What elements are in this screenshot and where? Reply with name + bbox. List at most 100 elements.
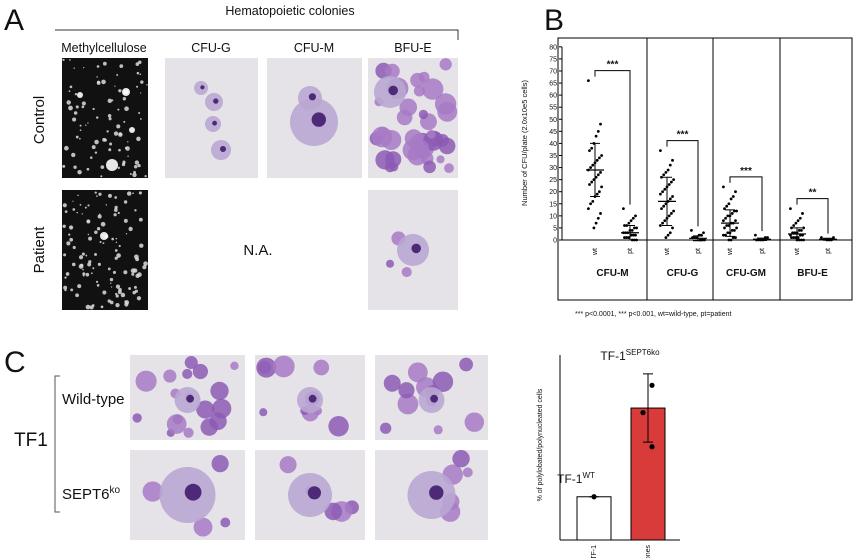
point <box>725 224 729 227</box>
cell <box>122 97 127 101</box>
cell <box>77 194 79 197</box>
cell <box>118 132 123 137</box>
point <box>796 219 800 223</box>
cell <box>114 249 118 252</box>
cell <box>94 230 98 234</box>
cell <box>97 262 101 266</box>
cell <box>139 243 144 248</box>
point <box>734 236 737 239</box>
cell <box>120 292 126 298</box>
cell <box>464 412 485 432</box>
cell <box>423 160 436 174</box>
cell <box>82 274 85 277</box>
cell <box>117 211 120 215</box>
x-tick-label: clones <box>645 545 652 558</box>
cell <box>75 293 79 298</box>
cell <box>125 146 130 151</box>
point <box>660 175 663 179</box>
significance-bracket <box>594 70 631 205</box>
point <box>623 224 626 227</box>
cell <box>79 129 82 131</box>
point <box>661 190 664 194</box>
cell <box>92 107 95 111</box>
cell <box>128 287 132 290</box>
nucleus <box>213 98 219 104</box>
cell <box>92 267 95 270</box>
cell <box>113 131 119 136</box>
point <box>671 226 674 230</box>
cell <box>119 64 124 69</box>
point <box>594 221 598 225</box>
cell <box>166 414 187 434</box>
annotation-sup: WT <box>582 471 595 480</box>
cell <box>96 81 101 85</box>
cell <box>101 79 106 85</box>
column-header: BFU-E <box>394 41 432 55</box>
cell <box>102 290 107 295</box>
nucleus <box>186 394 195 403</box>
cell <box>77 92 83 98</box>
cell <box>106 159 118 171</box>
point <box>663 187 667 191</box>
row-label-base: SEPT6 <box>62 486 110 503</box>
point <box>725 204 729 208</box>
point <box>667 183 671 186</box>
cell <box>81 101 86 106</box>
significance-bracket <box>729 176 763 232</box>
point <box>634 233 637 237</box>
cell <box>129 172 132 175</box>
cell <box>108 148 112 152</box>
x-tick-label: wt <box>592 248 599 256</box>
point <box>792 236 796 239</box>
point <box>588 183 591 186</box>
cell <box>135 62 140 66</box>
cell <box>444 163 454 174</box>
cell <box>68 233 71 236</box>
cell <box>68 225 74 230</box>
y-tick-label: 55 <box>549 105 557 112</box>
cell <box>72 117 77 122</box>
point <box>664 170 668 174</box>
point <box>630 228 634 232</box>
point <box>754 233 757 237</box>
cell <box>90 272 93 275</box>
group-label: CFU-GM <box>726 268 766 279</box>
y-tick-label: 40 <box>549 141 557 148</box>
point <box>722 233 725 237</box>
point <box>722 219 725 223</box>
y-tick-label: 60 <box>549 93 557 100</box>
point <box>801 212 804 215</box>
cell <box>118 148 121 152</box>
point <box>587 79 590 83</box>
cell <box>64 276 67 279</box>
point <box>729 238 733 242</box>
cell <box>86 219 91 224</box>
point <box>668 197 672 201</box>
row-label: SEPT6ko <box>62 485 121 503</box>
point <box>729 197 733 201</box>
footnote: *** p<0.0001, *** p<0.001, wt=wild-type,… <box>575 311 731 318</box>
nucleus <box>429 485 444 500</box>
point <box>659 149 662 153</box>
nucleus <box>411 243 422 254</box>
cell <box>85 304 91 310</box>
point <box>670 212 673 215</box>
cell <box>413 85 425 97</box>
point <box>627 221 631 225</box>
cell <box>313 359 330 376</box>
nucleus <box>212 120 218 126</box>
point <box>789 207 792 211</box>
cell <box>82 268 84 271</box>
cell <box>139 73 142 76</box>
cell <box>89 156 93 159</box>
point <box>649 382 655 388</box>
cell <box>118 89 122 93</box>
point <box>820 236 823 239</box>
point <box>635 226 638 230</box>
cell <box>68 90 71 93</box>
cell <box>91 145 96 150</box>
micrograph <box>62 58 148 178</box>
row-label-sup: ko <box>110 485 121 496</box>
cell <box>96 65 100 68</box>
cell <box>115 302 120 308</box>
